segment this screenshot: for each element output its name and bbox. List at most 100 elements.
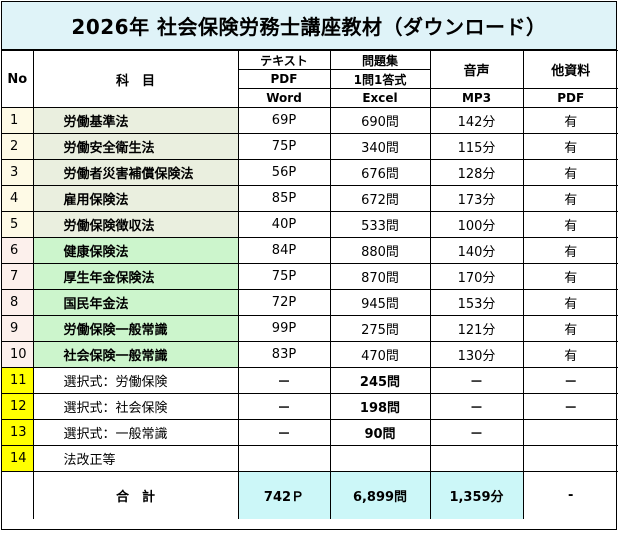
header-audio-mp3: MP3: [429, 88, 524, 108]
row-other-material: 有: [522, 263, 618, 290]
row-subject: 選択式：社会保険: [32, 393, 239, 420]
row-audio-minutes: －: [429, 419, 524, 446]
row-text-pages: 85P: [237, 185, 331, 212]
table-row: 9 労働保険一般常識 99P 275問 121分有: [2, 315, 618, 342]
table-row: 8 国民年金法 72P 945問 153分有: [2, 289, 618, 316]
row-subject: 労働保険一般常識: [32, 315, 239, 342]
row-text-pages: 99P: [237, 315, 331, 342]
row-text-pages: 75P: [237, 133, 331, 160]
table-row: 10 社会保険一般常識 83P 470問 130分有: [2, 341, 618, 368]
row-text-pages: －: [237, 419, 331, 446]
row-no: 1: [2, 107, 34, 134]
table-row: 5 労働保険徴収法 40P 533問 100分有: [2, 211, 618, 238]
row-question-count: 676問: [329, 159, 431, 186]
row-text-pages: 75P: [237, 263, 331, 290]
row-other-material: －: [522, 367, 618, 394]
row-no: 13: [2, 419, 34, 446]
table-row: 4 雇用保険法 85P 672問 173分有: [2, 185, 618, 212]
row-no: 9: [2, 315, 34, 342]
table-row: 1 労働基準法 69P 690問 142分有: [2, 107, 618, 134]
row-question-count: 340問: [329, 133, 431, 160]
row-other-material: 有: [522, 315, 618, 342]
row-audio-minutes: 121分: [429, 315, 524, 342]
header-other-label: 他資料: [522, 50, 618, 89]
row-other-material: [522, 445, 618, 472]
row-text-pages: 56P: [237, 159, 331, 186]
row-question-count: 672問: [329, 185, 431, 212]
row-question-count: 945問: [329, 289, 431, 316]
row-audio-minutes: －: [429, 393, 524, 420]
row-audio-minutes: 130分: [429, 341, 524, 368]
row-question-count: 870問: [329, 263, 431, 290]
row-other-material: 有: [522, 237, 618, 264]
row-other-material: 有: [522, 133, 618, 160]
row-audio-minutes: 153分: [429, 289, 524, 316]
total-no-empty: [2, 471, 34, 519]
header-question-excel: Excel: [329, 88, 431, 108]
row-question-count: 533問: [329, 211, 431, 238]
header-audio-label: 音声: [429, 50, 524, 89]
row-audio-minutes: 140分: [429, 237, 524, 264]
table-row: 13 選択式：一般常識－ 90問－: [2, 419, 618, 446]
row-text-pages: 72P: [237, 289, 331, 316]
row-question-count: 690問: [329, 107, 431, 134]
header-text-label: テキスト: [237, 50, 331, 70]
row-audio-minutes: [429, 445, 524, 472]
table-row: 3 労働者災害補償保険法 56P 676問 128分有: [2, 159, 618, 186]
row-no: 5: [2, 211, 34, 238]
row-other-material: 有: [522, 289, 618, 316]
row-other-material: 有: [522, 159, 618, 186]
row-text-pages: 69P: [237, 107, 331, 134]
row-subject: 国民年金法: [32, 289, 239, 316]
row-no: 4: [2, 185, 34, 212]
row-no: 6: [2, 237, 34, 264]
row-text-pages: 84P: [237, 237, 331, 264]
row-audio-minutes: 100分: [429, 211, 524, 238]
row-no: 8: [2, 289, 34, 316]
total-label: 合 計: [32, 471, 239, 519]
row-other-material: 有: [522, 185, 618, 212]
row-question-count: 198問: [329, 393, 431, 420]
row-subject: 労働者災害補償保険法: [32, 159, 239, 186]
row-text-pages: －: [237, 367, 331, 394]
row-no: 7: [2, 263, 34, 290]
row-subject: 雇用保険法: [32, 185, 239, 212]
row-subject: 法改正等: [32, 445, 239, 472]
row-question-count: [329, 445, 431, 472]
row-other-material: －: [522, 393, 618, 420]
row-subject: 労働安全衛生法: [32, 133, 239, 160]
header-text-format-pdf: PDF: [238, 69, 331, 89]
row-text-pages: －: [237, 393, 331, 420]
total-audio-minutes: 1,359分: [429, 471, 524, 519]
table-row: 7 厚生年金保険法 75P 870問 170分有: [2, 263, 618, 290]
row-no: 2: [2, 133, 34, 160]
header-question-label: 問題集: [329, 50, 431, 70]
row-audio-minutes: 115分: [429, 133, 524, 160]
row-question-count: 470問: [329, 341, 431, 368]
row-audio-minutes: －: [429, 367, 524, 394]
row-other-material: 有: [522, 211, 618, 238]
row-subject: 選択式：労働保険: [32, 367, 239, 394]
row-subject: 労働基準法: [32, 107, 239, 134]
materials-table: No 科 目 テキスト 問題集 音声 他資料 PDF 1問1答式 Word Ex…: [2, 50, 618, 519]
row-question-count: 275問: [329, 315, 431, 342]
row-no: 12: [2, 393, 34, 420]
header-text-format-word: Word: [238, 88, 331, 108]
row-subject: 厚生年金保険法: [32, 263, 239, 290]
row-subject: 労働保険徴収法: [32, 211, 239, 238]
total-row: 合 計 742Ｐ 6,899問 1,359分 -: [2, 471, 618, 519]
table-row: 2 労働安全衛生法 75P 340問 115分有: [2, 133, 618, 160]
total-other: -: [522, 471, 618, 519]
row-no: 11: [2, 367, 34, 394]
row-no: 10: [2, 341, 34, 368]
table-row: 6 健康保険法 84P 880問 140分有: [2, 237, 618, 264]
total-question-count: 6,899問: [329, 471, 431, 519]
header-subject: 科 目: [32, 50, 239, 108]
row-audio-minutes: 170分: [429, 263, 524, 290]
row-no: 14: [2, 445, 34, 472]
table-row: 14 法改正等: [2, 445, 618, 472]
row-subject: 社会保険一般常識: [32, 341, 239, 368]
row-question-count: 90問: [329, 419, 431, 446]
row-question-count: 880問: [329, 237, 431, 264]
page-title: 2026年 社会保険労務士講座教材（ダウンロード）: [2, 2, 616, 50]
